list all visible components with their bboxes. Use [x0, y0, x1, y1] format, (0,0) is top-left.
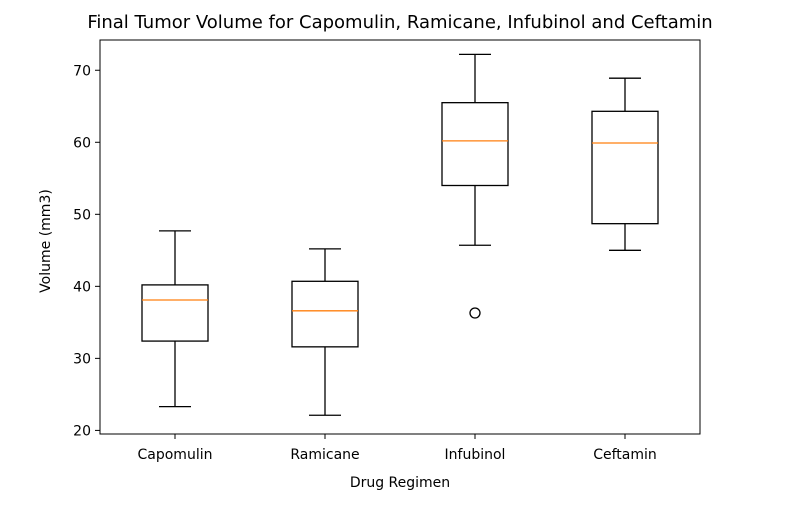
iqr-box: [591, 110, 659, 225]
x-tick-label: Ceftamin: [593, 447, 657, 463]
iqr-box: [141, 284, 209, 342]
box-group-capomulin: [141, 230, 209, 408]
y-tick-label: 50: [73, 207, 91, 223]
y-axis-label: Volume (mm3): [38, 189, 54, 293]
x-axis-label: Drug Regimen: [350, 475, 450, 491]
x-tick-label: Infubinol: [445, 447, 506, 463]
y-tick-label: 60: [73, 135, 91, 151]
y-tick-label: 30: [73, 351, 91, 367]
x-tick-label: Ramicane: [290, 447, 359, 463]
plot-area-frame: [99, 39, 701, 435]
y-tick-label: 20: [73, 423, 91, 439]
box-group-infubinol: [441, 53, 509, 319]
outlier-point: [469, 307, 481, 319]
y-tick-label: 40: [73, 279, 91, 295]
box-group-ramicane: [291, 248, 359, 416]
y-tick-label: 70: [73, 63, 91, 79]
x-axis: Capomulin Ramicane Infubinol Ceftamin: [138, 434, 657, 463]
box-group-ceftamin: [591, 77, 659, 251]
iqr-box: [441, 102, 509, 187]
chart-title: Final Tumor Volume for Capomulin, Ramica…: [87, 12, 712, 33]
iqr-box: [291, 280, 359, 348]
box-series: [141, 53, 659, 416]
y-axis: 20 30 40 50 60 70: [73, 63, 100, 439]
x-tick-label: Capomulin: [138, 447, 213, 463]
